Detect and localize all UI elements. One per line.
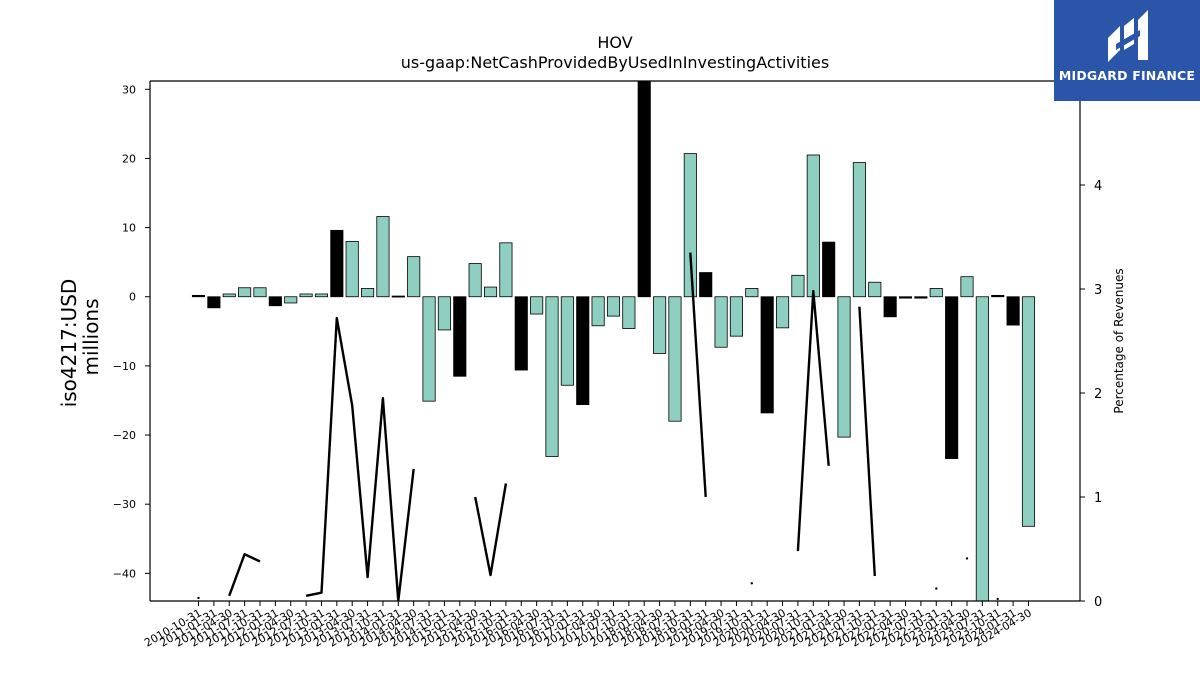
bar	[423, 297, 435, 401]
brand-logo: MIDGARD FINANCE	[1054, 0, 1200, 101]
bar	[285, 297, 297, 303]
bar	[346, 241, 358, 296]
y-tick-label: −20	[113, 429, 136, 442]
bar	[592, 297, 604, 326]
line-series-segment	[229, 554, 260, 596]
bar	[746, 288, 758, 296]
y2-tick-label: 0	[1094, 595, 1102, 610]
bar	[484, 287, 496, 297]
y-tick-label: −40	[113, 567, 136, 580]
line-series-segment	[859, 307, 874, 576]
y2-tick-label: 2	[1094, 387, 1102, 402]
bar	[500, 243, 512, 297]
bar	[976, 297, 988, 601]
bar	[669, 297, 681, 421]
bar	[915, 297, 927, 298]
y2-tick-label: 3	[1094, 283, 1102, 298]
y-tick-label: 10	[122, 222, 136, 235]
bar	[792, 275, 804, 296]
bar	[700, 273, 712, 297]
bar	[776, 297, 788, 328]
bar	[653, 297, 665, 354]
line-series-segment	[475, 484, 506, 576]
bar	[623, 297, 635, 329]
bar	[561, 297, 573, 386]
line-layer	[199, 60, 998, 601]
y2-tick-label: 4	[1094, 179, 1102, 194]
bar	[1007, 297, 1019, 325]
bar	[361, 288, 373, 296]
brand-name: MIDGARD FINANCE	[1054, 68, 1200, 83]
bar	[823, 242, 835, 297]
y2-axis-label: Percentage of Revenues	[1112, 268, 1126, 413]
bar	[715, 297, 727, 347]
y-tick-label: 20	[122, 152, 136, 165]
bar	[607, 297, 619, 316]
y-tick-label: 30	[122, 83, 136, 96]
bar	[961, 277, 973, 297]
line-series-segment	[798, 291, 829, 551]
line-series-segment	[306, 318, 414, 601]
bar	[638, 79, 650, 297]
y-tick-label: −30	[113, 498, 136, 511]
midgard-logo-icon	[1054, 0, 1200, 70]
bar	[454, 297, 466, 377]
bars-layer	[192, 79, 1034, 601]
bar	[684, 154, 696, 297]
y-axis-label-units: millions	[79, 298, 103, 375]
chart-subtitle: us-gaap:NetCashProvidedByUsedInInvesting…	[401, 53, 829, 72]
y-tick-label: −10	[113, 360, 136, 373]
bar	[761, 297, 773, 413]
y-axis-label: iso4217:USD	[57, 279, 81, 408]
chart-title: HOV	[597, 33, 632, 52]
y-tick-label: 0	[129, 291, 136, 304]
bar	[992, 295, 1004, 296]
bar	[899, 297, 911, 298]
bar	[730, 297, 742, 336]
bar	[869, 282, 881, 297]
bar	[438, 297, 450, 330]
y2-tick-label: 1	[1094, 491, 1102, 506]
bar	[223, 294, 235, 297]
bar	[392, 296, 404, 297]
bar	[469, 264, 481, 297]
bar	[838, 297, 850, 437]
bar	[1022, 297, 1034, 527]
bar	[238, 288, 250, 297]
bar	[515, 297, 527, 370]
bar	[530, 297, 542, 314]
bar	[577, 297, 589, 405]
bar	[853, 163, 865, 297]
bar	[254, 288, 266, 297]
bar	[269, 297, 281, 306]
bar	[945, 297, 957, 459]
bar	[331, 230, 343, 296]
bar	[408, 257, 420, 297]
bar	[546, 297, 558, 457]
bar	[377, 217, 389, 297]
bar	[807, 155, 819, 297]
bar	[884, 297, 896, 317]
bar	[300, 294, 312, 297]
bar	[208, 297, 220, 308]
bar	[192, 295, 204, 296]
bar	[930, 288, 942, 296]
bar	[315, 294, 327, 297]
